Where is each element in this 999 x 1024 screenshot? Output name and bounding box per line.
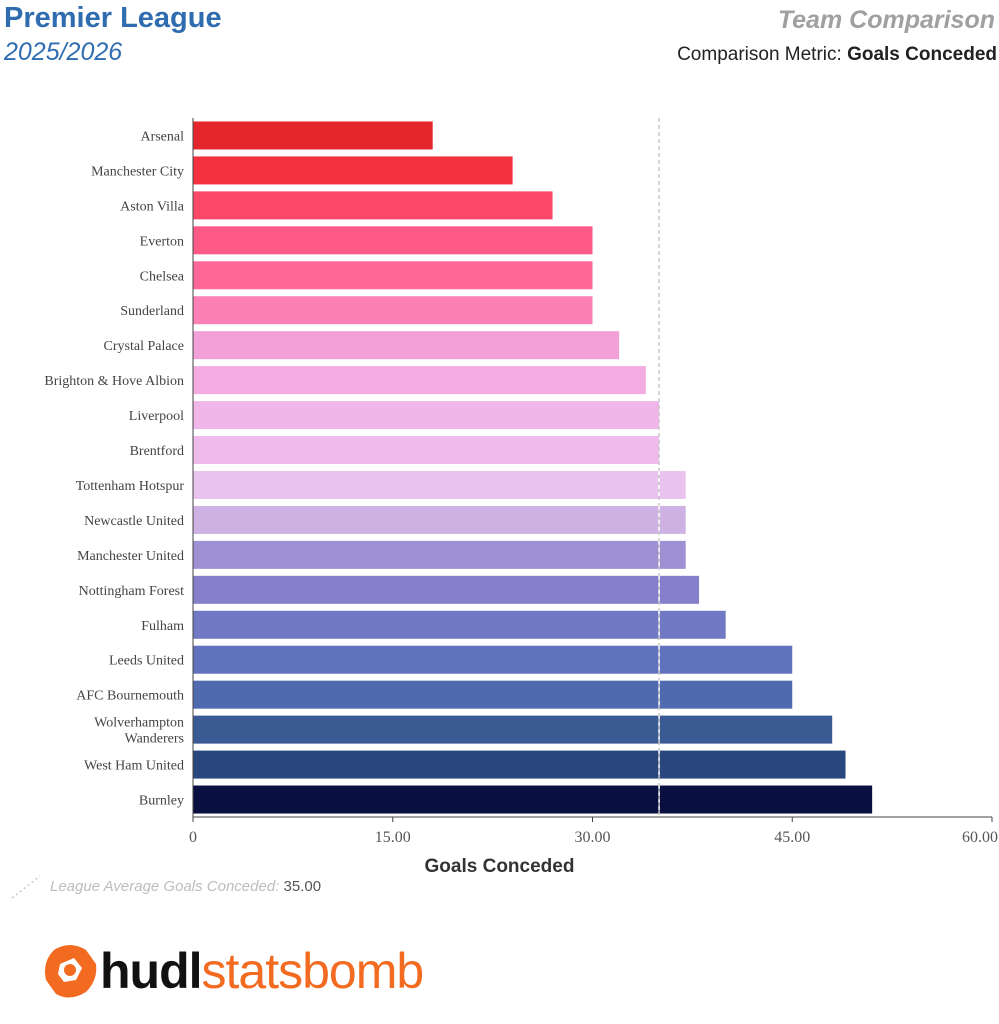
y-tick-label: Sunderland [120,304,184,319]
y-tick-label: Everton [140,234,184,249]
bar [193,331,620,360]
bar [193,191,553,220]
logo-statsbomb-text: statsbomb [201,943,425,999]
y-tick-label: Leeds United [109,654,184,669]
bar [193,715,833,744]
bar [193,575,700,604]
average-note-value: 35.00 [283,878,322,895]
x-tick-label: 30.00 [575,829,611,846]
average-note-label: League Average Goals Conceded: [50,878,280,895]
bar [193,401,660,430]
x-axis-label: Goals Conceded [424,856,575,877]
metric-prefix: Comparison Metric: [677,44,848,65]
y-tick-label: Crystal Palace [104,339,184,354]
y-tick-label: Manchester United [77,549,184,564]
y-tick-label: Arsenal [140,129,184,144]
y-tick-label: Liverpool [129,409,184,424]
comparison-metric: Comparison Metric: Goals Conceded [677,44,997,66]
y-tick-label: Newcastle United [84,514,184,529]
bar [193,296,593,325]
y-tick-label: Burnley [139,794,184,809]
y-tick-label: Chelsea [140,269,185,284]
statsbomb-mark-icon [45,945,97,998]
bar-chart: Arsenal Manchester City Aston Villa Everton… [44,118,998,846]
y-tick-label: Nottingham Forest [79,584,184,599]
x-tick-label: 0 [189,829,197,846]
bar [193,540,686,569]
bar [193,226,593,255]
x-tick-label: 60.00 [962,829,998,846]
bar [193,645,793,674]
average-note: League Average Goals Conceded: 35.00 [50,878,321,895]
y-tick-label: Aston Villa [120,199,185,214]
logo-hudl-text: hudl [100,943,203,999]
metric-name: Goals Conceded [847,44,997,65]
x-tick-label: 45.00 [774,829,810,846]
bar [193,750,846,779]
bar [193,785,873,814]
y-tick-label: West Ham United [84,759,184,774]
bar [193,366,646,395]
y-tick-label: AFC Bournemouth [76,689,184,704]
y-tick-label: Tottenham Hotspur [76,479,185,494]
bar [193,680,793,709]
hudl-statsbomb-logo: hudlstatsbomb [40,940,425,1002]
y-tick-label: Fulham [141,619,184,634]
bar [193,470,686,499]
bar [193,610,726,639]
bar [193,156,513,185]
bar [193,505,686,534]
bar [193,436,660,465]
y-tick-label: Wolverhampton Wanderers [94,716,184,747]
league-title: Premier League [4,2,222,34]
average-line-legend-icon [11,875,41,899]
y-tick-label: Manchester City [91,164,184,179]
y-tick-label: Brighton & Hove Albion [44,374,184,389]
season-label: 2025/2026 [4,38,123,66]
x-tick-label: 15.00 [375,829,411,846]
bar [193,261,593,290]
y-tick-label: Brentford [130,444,184,459]
bar [193,121,433,150]
logo-wordmark: hudlstatsbomb [100,943,425,999]
comparison-title: Team Comparison [777,6,995,34]
